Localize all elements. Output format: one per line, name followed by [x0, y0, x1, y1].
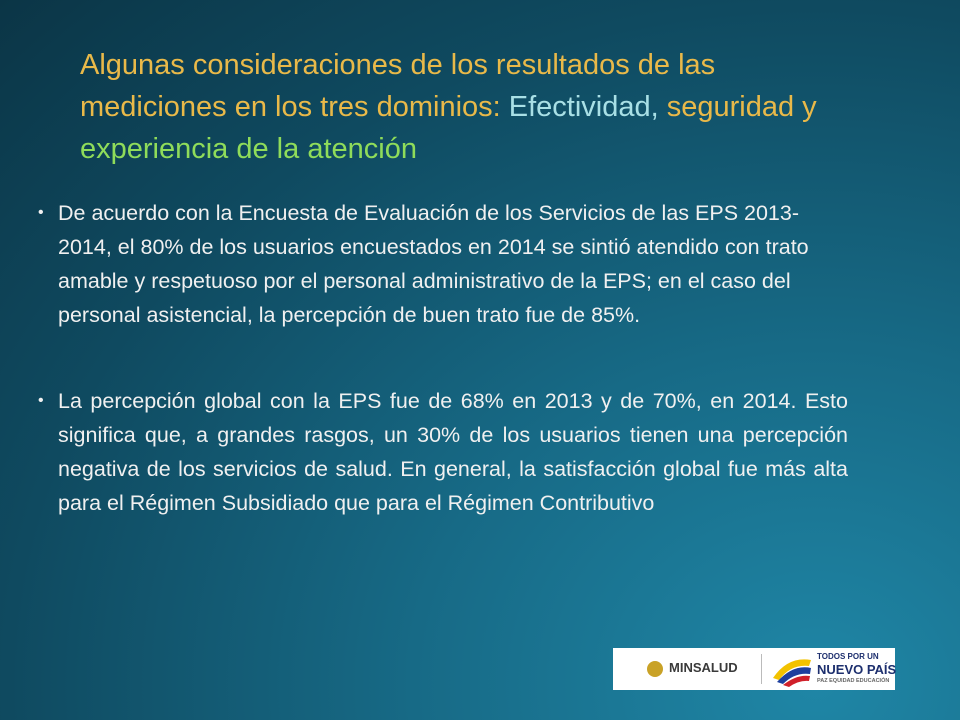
title-segment: Algunas consideraciones de los resultado… — [80, 49, 716, 123]
bullet: La percepción global con la EPS fue de 6… — [36, 384, 848, 520]
slide-title: Algunas consideraciones de los resultado… — [80, 44, 840, 170]
title-segment: Efectividad, — [508, 91, 659, 123]
slogan-sub: PAZ EQUIDAD EDUCACIÓN — [817, 678, 890, 684]
bullet: De acuerdo con la Encuesta de Evaluación… — [36, 196, 848, 332]
minsalud-logo: MINSALUD — [669, 660, 738, 675]
slogan-top: TODOS POR UN — [817, 652, 879, 661]
logo-bar: MINSALUD TODOS POR UN NUEVO PAÍS PAZ EQU… — [613, 648, 897, 690]
separator — [761, 654, 762, 684]
title-segment: seguridad y — [658, 91, 817, 123]
logo-graphics — [647, 659, 811, 687]
slogan-main: NUEVO PAÍS — [817, 662, 897, 677]
title-segment: experiencia de la atención — [80, 133, 417, 165]
bullet-list: De acuerdo con la Encuesta de Evaluación… — [36, 196, 848, 572]
